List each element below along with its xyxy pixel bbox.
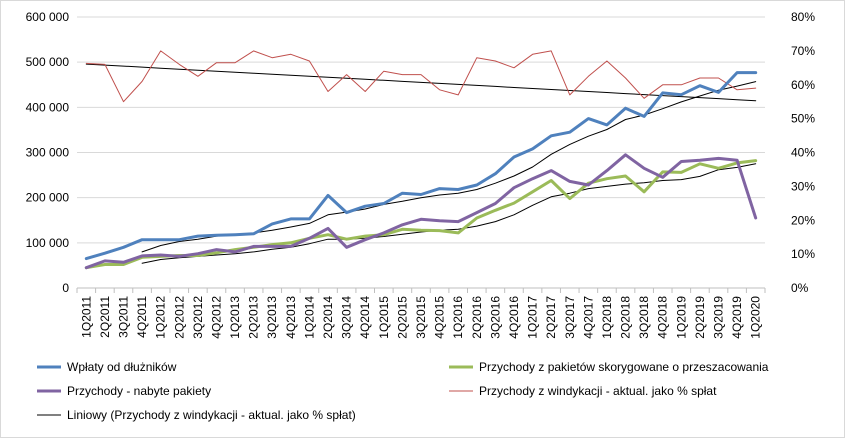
y-right-tick-label: 60% <box>791 78 815 92</box>
x-tick-label: 4Q2019 <box>730 296 744 339</box>
y-right-tick-label: 30% <box>791 179 815 193</box>
x-tick-label: 2Q2017 <box>544 296 558 339</box>
x-tick-label: 2Q2019 <box>693 296 707 339</box>
x-tick-label: 4Q2012 <box>209 296 223 339</box>
y-left-tick-label: 600 000 <box>26 10 70 24</box>
legend-label: Przychody z windykacji - aktual. jako % … <box>479 384 717 398</box>
x-tick-label: 3Q2011 <box>116 296 130 338</box>
x-tick-label: 4Q2018 <box>656 296 670 339</box>
x-tick-label: 4Q2017 <box>581 296 595 339</box>
y-right-tick-label: 40% <box>791 146 815 160</box>
x-tick-label: 4Q2014 <box>358 296 372 339</box>
series-line-1 <box>84 159 758 270</box>
x-tick-label: 1Q2018 <box>600 296 614 339</box>
series-lines <box>84 50 758 270</box>
x-tick-label: 3Q2019 <box>712 296 726 339</box>
y-right-tick-label: 0% <box>791 281 809 295</box>
x-tick-label: 1Q2013 <box>228 296 242 339</box>
x-axis-tick-labels: 1Q2011 2Q2011 3Q2011 4Q2011 1Q2012 2Q2012 3Q20… <box>79 296 762 339</box>
x-tick-label: 2Q2016 <box>470 296 484 339</box>
y-right-tick-label: 20% <box>791 213 815 227</box>
y-right-tick-label: 10% <box>791 247 815 261</box>
x-tick-label: 1Q2020 <box>749 296 763 339</box>
y-axis-left-tick-labels: 0 100 000 200 000 300 000 400 000 500 000 600 … <box>26 10 70 295</box>
x-tick-label: 1Q2015 <box>377 296 391 339</box>
x-tick-label: 1Q2014 <box>302 296 316 339</box>
x-tick-label: 4Q2013 <box>284 296 298 339</box>
series-line-3 <box>85 50 757 103</box>
x-tick-label: 1Q2011 <box>79 296 93 338</box>
legend-label: Wpłaty od dłużników <box>67 360 177 374</box>
y-left-tick-label: 300 000 <box>26 146 70 160</box>
x-tick-label: 4Q2015 <box>433 296 447 339</box>
x-tick-label: 2Q2015 <box>395 296 409 339</box>
series-line-4 <box>85 63 757 102</box>
x-tick-label: 2Q2013 <box>247 296 261 339</box>
x-tick-label: 1Q2012 <box>154 296 168 339</box>
y-left-tick-label: 500 000 <box>26 55 70 69</box>
x-tick-label: 4Q2011 <box>135 296 149 338</box>
y-axis-right-tick-labels: 0% 10% 20% 30% 40% 50% 60% 70% 80% <box>791 10 815 295</box>
x-tick-label: 2Q2018 <box>619 296 633 339</box>
legend: Wpłaty od dłużników Przychody z pakietów … <box>37 360 769 422</box>
x-tick-label: 3Q2016 <box>488 296 502 339</box>
x-tick-label: 2Q2011 <box>98 296 112 338</box>
x-tick-label: 3Q2014 <box>340 296 354 339</box>
x-tick-label: 1Q2016 <box>451 296 465 339</box>
axes <box>76 287 766 293</box>
x-tick-label: 4Q2016 <box>507 296 521 339</box>
y-left-tick-label: 200 000 <box>26 191 70 205</box>
y-right-tick-label: 50% <box>791 112 815 126</box>
y-left-tick-label: 0 <box>62 281 69 295</box>
series-line-0 <box>84 71 758 261</box>
legend-label: Liniowy (Przychody z windykacji - aktual… <box>67 408 356 422</box>
x-tick-label: 1Q2017 <box>526 296 540 339</box>
x-tick-label: 2Q2012 <box>172 296 186 339</box>
x-tick-label: 1Q2019 <box>674 296 688 339</box>
y-left-tick-label: 400 000 <box>26 100 70 114</box>
x-tick-label: 3Q2013 <box>265 296 279 339</box>
x-tick-label: 2Q2014 <box>321 296 335 339</box>
x-tick-label: 3Q2018 <box>637 296 651 339</box>
series-line-2 <box>84 153 758 270</box>
y-right-tick-label: 70% <box>791 44 815 58</box>
y-right-tick-label: 80% <box>791 10 815 24</box>
legend-label: Przychody z pakietów skorygowane o przes… <box>479 360 769 374</box>
gridlines <box>77 16 765 289</box>
y-left-tick-label: 100 000 <box>26 236 70 250</box>
x-tick-label: 3Q2017 <box>563 296 577 339</box>
x-tick-label: 3Q2015 <box>414 296 428 339</box>
legend-label: Przychody - nabyte pakiety <box>67 384 211 398</box>
x-tick-label: 3Q2012 <box>191 296 205 339</box>
